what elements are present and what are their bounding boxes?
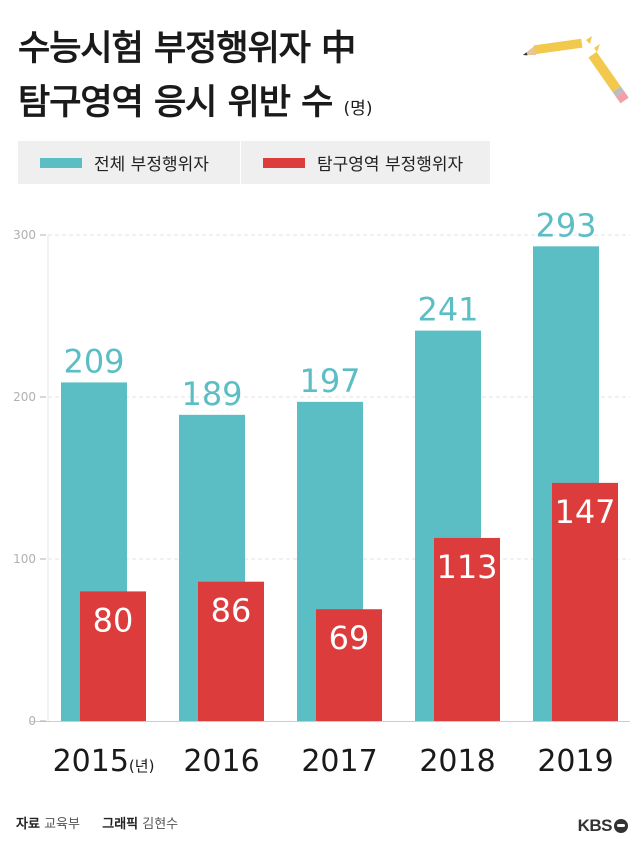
data-label-inquiry-2015: 80 <box>93 601 134 639</box>
logo-mark-icon <box>614 819 628 833</box>
data-label-total-2018: 241 <box>417 291 478 329</box>
unit-label: (명) <box>343 99 373 119</box>
data-label-total-2017: 197 <box>299 362 360 400</box>
legend-label-inquiry: 탐구영역 부정행위자 <box>317 155 464 175</box>
x-tick-label-2015: 2015(년) <box>53 744 155 779</box>
legend-item-total: 전체 부정행위자 <box>18 141 241 184</box>
y-tick-label-100: 100 <box>13 552 36 566</box>
bar-chart: 0 100 200 300 209 80 2015(년) 189 86 2016 197 69 2017… <box>13 206 630 779</box>
title-line-2: 탐구영역 응시 위반 수 <box>18 83 333 123</box>
x-tick-label-2019: 2019 <box>537 744 613 779</box>
graphic-value: 김현수 <box>142 817 179 832</box>
kbs-logo: KBS <box>578 816 628 836</box>
x-tick-label-2018: 2018 <box>419 744 495 779</box>
data-label-total-2016: 189 <box>181 375 242 413</box>
data-label-inquiry-2019: 147 <box>554 493 615 531</box>
y-tick-label-200: 200 <box>13 390 36 404</box>
bar-inquiry-2019 <box>552 482 618 721</box>
x-tick-label-2016: 2016 <box>183 744 259 779</box>
source-value: 교육부 <box>44 817 80 832</box>
data-label-total-2015: 209 <box>63 342 124 380</box>
title-line-1: 수능시험 부정행위자 中 <box>18 29 356 69</box>
graphic-label: 그래픽 <box>102 817 139 832</box>
data-label-inquiry-2017: 69 <box>329 619 370 657</box>
data-label-total-2019: 293 <box>535 206 596 244</box>
legend-label-total: 전체 부정행위자 <box>94 155 209 175</box>
bar-inquiry-2018 <box>434 537 500 721</box>
footer: 자료 교육부 그래픽 김현수 <box>16 813 178 832</box>
data-label-inquiry-2016: 86 <box>211 592 252 630</box>
pencil-icon <box>522 36 629 104</box>
logo-text: KBS <box>577 816 613 835</box>
legend-swatch-inquiry <box>263 157 305 168</box>
legend: 전체 부정행위자 탐구영역 부정행위자 <box>18 141 490 184</box>
bar-inquiry-2015 <box>80 591 146 721</box>
x-tick-label-2017: 2017 <box>301 744 377 779</box>
y-tick-label-0: 0 <box>28 714 36 728</box>
y-tick-label-300: 300 <box>13 228 36 242</box>
chart-title: 수능시험 부정행위자 中 탐구영역 응시 위반 수 (명) <box>18 22 372 136</box>
x-tick-suffix: (년) <box>129 757 155 775</box>
source-label: 자료 <box>16 817 40 832</box>
legend-swatch-total <box>40 157 82 168</box>
bar-inquiry-2017 <box>316 609 382 721</box>
bar-inquiry-2016 <box>198 581 264 721</box>
data-label-inquiry-2018: 113 <box>436 548 497 586</box>
legend-item-inquiry: 탐구영역 부정행위자 <box>241 141 463 184</box>
